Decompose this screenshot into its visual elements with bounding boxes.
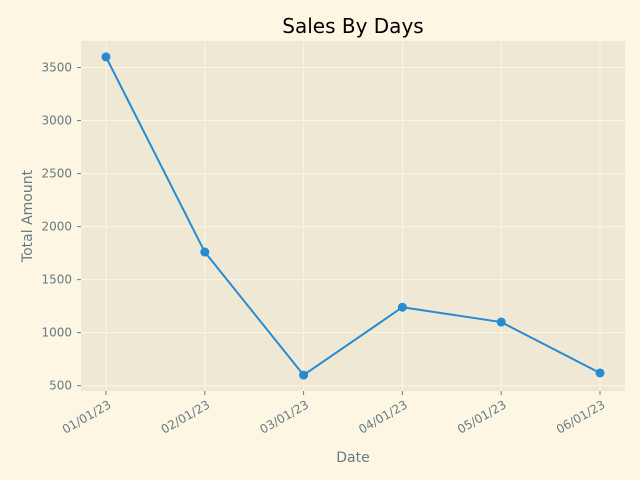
data-point: [101, 52, 111, 62]
x-tick-label: 03/01/23: [257, 397, 311, 436]
y-axis-label: Total Amount: [20, 169, 36, 263]
y-tick-label: 2500: [41, 167, 72, 181]
data-point: [397, 302, 407, 312]
x-tick-label: 06/01/23: [554, 397, 608, 436]
x-axis-label: Date: [336, 450, 369, 466]
chart-title: Sales By Days: [282, 14, 423, 38]
data-point: [496, 317, 506, 327]
y-tick-label: 3500: [41, 61, 72, 75]
data-point: [299, 370, 309, 380]
x-tick-label: 04/01/23: [356, 397, 410, 436]
y-tick-label: 1500: [41, 273, 72, 287]
grid-lines: [81, 41, 625, 391]
x-tick-label: 05/01/23: [455, 397, 509, 436]
x-tick-label: 02/01/23: [159, 397, 213, 436]
series-layer: [101, 52, 605, 380]
y-tick-label: 3000: [41, 114, 72, 128]
y-tick-label: 500: [49, 379, 72, 393]
y-tick-label: 1000: [41, 326, 72, 340]
series-line: [105, 56, 601, 377]
x-tick-label: 01/01/23: [60, 397, 114, 436]
y-tick-label: 2000: [41, 220, 72, 234]
data-point: [200, 247, 210, 257]
data-point: [595, 368, 605, 378]
plot-area: [81, 41, 625, 391]
